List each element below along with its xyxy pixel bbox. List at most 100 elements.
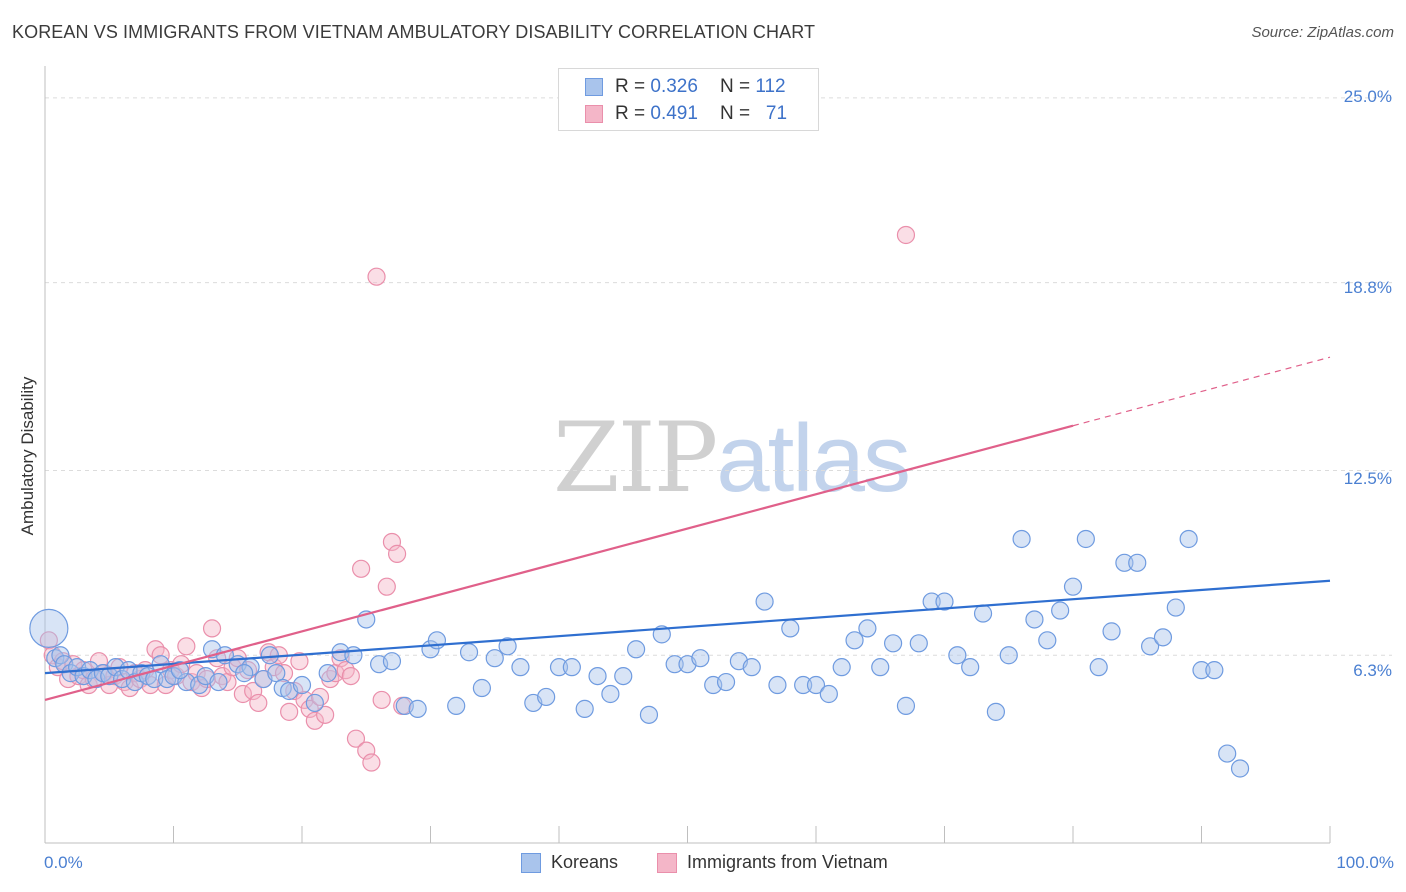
korean-point (235, 664, 254, 683)
vietnam-point (367, 267, 386, 286)
korean-point (1076, 529, 1095, 549)
korean-point (575, 699, 594, 718)
korean-point (948, 646, 967, 665)
vietnam-point (372, 690, 391, 710)
korean-point (986, 702, 1006, 721)
korean-point (716, 672, 736, 692)
vietnam-point (336, 661, 355, 680)
vietnam-point (316, 705, 335, 724)
y-tick-label: 25.0% (1343, 87, 1392, 106)
korean-point (511, 658, 530, 677)
legend-n-value: 112 (755, 76, 786, 97)
vietnam-point (352, 559, 371, 578)
legend-swatch-vietnam (585, 105, 603, 123)
korean-point (858, 619, 877, 638)
legend-swatch-koreans (585, 78, 603, 96)
vietnam-point (362, 753, 381, 772)
korean-point (1025, 610, 1044, 629)
legend-r-value: 0.491 (650, 103, 698, 124)
korean-point (639, 705, 659, 724)
legend-n-value: 71 (765, 103, 788, 124)
y-tick-label: 12.5% (1343, 469, 1392, 488)
vietnam-point (202, 619, 222, 638)
vietnam-point (39, 631, 58, 650)
vietnam-point (377, 577, 396, 596)
korean-point (459, 643, 479, 662)
korean-point (742, 658, 761, 677)
vietnam-point (192, 678, 211, 698)
korean-point (1128, 553, 1147, 572)
korean-point (447, 696, 466, 715)
korean-point (1089, 658, 1108, 677)
stats-legend: R = 0.326 N = 112 R = 0.491 N = 71 (558, 68, 819, 131)
korean-point (1051, 601, 1070, 620)
korean-point (537, 687, 556, 707)
korean-point (588, 666, 607, 686)
korean-point (806, 675, 826, 695)
korean-point (292, 675, 312, 695)
korean-point (549, 658, 569, 677)
bottom-legend-label: Immigrants from Vietnam (687, 852, 888, 872)
korean-point (562, 658, 581, 677)
korean-point (344, 646, 363, 665)
bottom-legend-swatch (657, 852, 677, 873)
legend-r-label: R = (615, 103, 646, 124)
korean-point (1192, 661, 1211, 680)
korean-point (871, 658, 890, 677)
korean-point (794, 675, 813, 695)
legend-n-label: N = (719, 76, 751, 97)
korean-point (896, 696, 916, 715)
korean-point (973, 604, 993, 623)
korean-point (935, 592, 954, 611)
korean-point (768, 675, 787, 695)
legend-r-value: 0.326 (650, 76, 698, 97)
korean-point (845, 631, 864, 650)
korean-points (29, 529, 1250, 778)
vietnam-point (233, 684, 252, 704)
vietnam-point (290, 652, 309, 671)
source-label: Source: ZipAtlas.com (1251, 24, 1394, 41)
korean-point (408, 699, 427, 718)
vietnam-point (357, 741, 376, 760)
korean-point (1038, 631, 1057, 650)
korean-point (1102, 622, 1121, 641)
korean-point (46, 649, 65, 668)
korean-point (318, 664, 337, 683)
korean-point (1153, 628, 1173, 647)
vietnam-point (387, 544, 407, 563)
bottom-legend-label: Koreans (551, 852, 619, 872)
y-axis-title: Ambulatory Disability (18, 376, 37, 536)
korean-point (190, 675, 209, 695)
korean-point (691, 649, 710, 668)
x-tick-label: 0.0% (44, 853, 83, 872)
korean-trend-line (44, 579, 1331, 675)
korean-point (485, 649, 504, 668)
korean-point (909, 634, 928, 653)
trend-lines (44, 356, 1331, 702)
korean-point (1179, 529, 1198, 549)
vietnam-trend-extension (1072, 356, 1331, 427)
axes (44, 66, 1331, 844)
y-tick-label: 6.3% (1353, 661, 1392, 680)
korean-point (1012, 529, 1031, 549)
legend-row-vietnam: R = 0.491 N = 71 (585, 103, 787, 125)
bottom-legend-koreans: Koreans (521, 852, 618, 873)
korean-point (601, 684, 620, 704)
korean-point (665, 655, 684, 674)
vietnam-point (346, 729, 366, 748)
vietnam-point (244, 681, 263, 701)
korean-point (498, 637, 517, 656)
vietnam-point (274, 664, 294, 683)
korean-point (29, 608, 69, 649)
vietnam-trend-line (44, 424, 1074, 702)
korean-point (961, 658, 980, 677)
vietnam-point (310, 687, 330, 707)
korean-point (883, 634, 903, 653)
vietnam-point (249, 693, 268, 713)
vietnam-point (280, 702, 299, 721)
vietnam-point (896, 225, 916, 245)
korean-point (1063, 577, 1083, 596)
x-tick-label: 100.0% (1336, 853, 1394, 872)
vietnam-point (300, 699, 319, 718)
